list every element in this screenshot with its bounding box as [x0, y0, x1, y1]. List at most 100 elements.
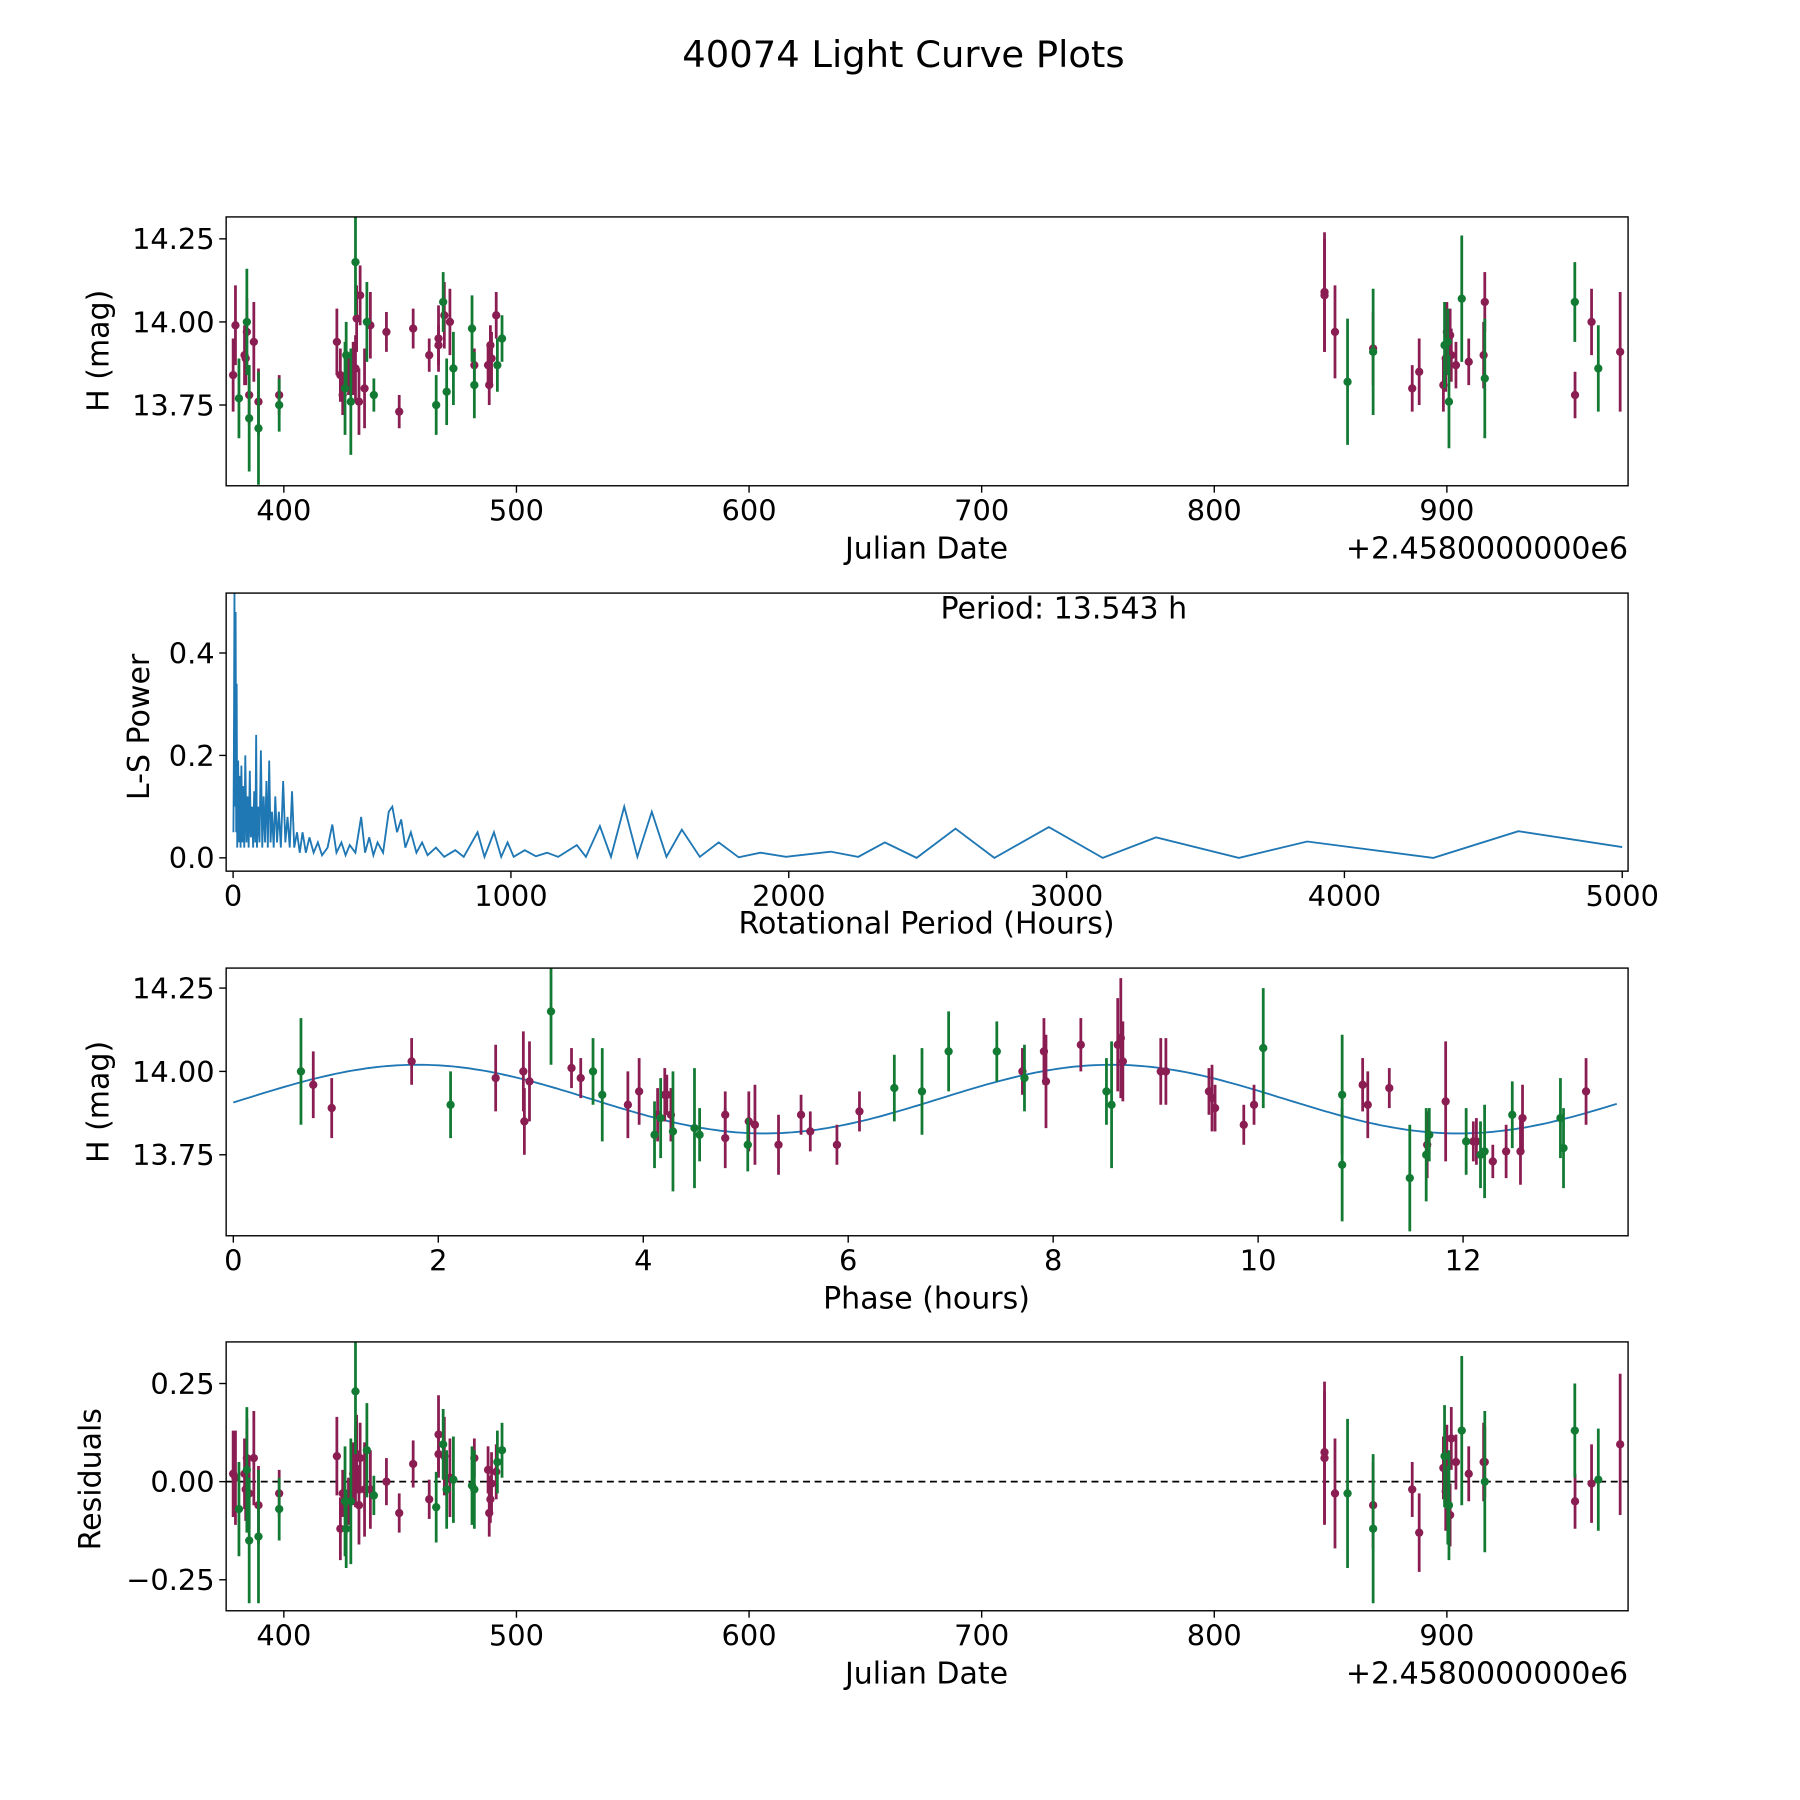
data-point: [1570, 297, 1579, 307]
data-point: [1616, 347, 1625, 356]
data-point: [442, 387, 451, 396]
data-point: [231, 321, 240, 330]
x-tick-label: 4000: [1308, 879, 1381, 913]
data-point: [362, 1446, 372, 1455]
data-point: [992, 1047, 1001, 1056]
data-point: [1480, 1147, 1489, 1156]
x-tick-label: 400: [256, 1618, 311, 1652]
data-point: [806, 1127, 815, 1136]
data-point: [470, 1485, 479, 1494]
data-point: [1363, 1100, 1372, 1109]
model-fit-curve: [233, 1063, 1618, 1135]
x-tick-label: 6: [839, 1243, 857, 1277]
data-point: [351, 364, 360, 373]
axes-frame: [225, 592, 1629, 872]
data-point: [721, 1110, 730, 1119]
data-point: [445, 317, 455, 327]
data-point: [449, 364, 458, 373]
y-axis-label: L-S Power: [122, 653, 157, 800]
data-point: [588, 1067, 598, 1076]
data-point: [1570, 1497, 1580, 1506]
data-point: [407, 1057, 416, 1066]
data-point: [519, 1067, 528, 1076]
data-point: [439, 297, 448, 307]
data-point: [354, 1501, 364, 1510]
data-point: [254, 424, 263, 433]
data-point: [1385, 1083, 1394, 1093]
data-point: [1107, 1100, 1116, 1109]
data-point: [1415, 367, 1424, 376]
data-point: [1480, 374, 1489, 383]
data-point: [1422, 1150, 1431, 1159]
data-point: [439, 1440, 448, 1449]
data-point: [382, 1477, 391, 1486]
data-point: [1480, 1477, 1489, 1486]
x-axis-label: Julian Date: [843, 531, 1008, 566]
data-point: [1518, 1113, 1527, 1123]
data-point: [796, 1110, 806, 1119]
period-annotation: Period: 13.543 h: [940, 591, 1187, 626]
data-point: [352, 314, 361, 323]
data-point: [1207, 1093, 1217, 1103]
x-tick-label: 0: [224, 1243, 242, 1277]
x-offset-label: +2.4580000000e6: [1346, 531, 1628, 566]
data-point: [890, 1083, 899, 1093]
data-point: [1415, 1528, 1424, 1537]
data-point: [520, 1117, 529, 1126]
phased-plot-area: [233, 968, 1618, 1232]
data-point: [249, 1453, 258, 1463]
x-axis-label: Rotational Period (Hours): [738, 906, 1114, 941]
data-point: [1408, 1485, 1417, 1494]
data-point: [917, 1087, 927, 1096]
data-point: [546, 1007, 556, 1016]
data-point: [493, 1457, 502, 1467]
data-point: [1320, 1448, 1329, 1457]
data-point: [1516, 1147, 1525, 1156]
y-tick-label: 13.75: [132, 388, 215, 422]
data-point: [432, 400, 441, 410]
data-point: [1343, 377, 1352, 386]
data-point: [231, 1473, 240, 1482]
data-point: [656, 1113, 665, 1123]
data-point: [1239, 1120, 1248, 1129]
data-point: [432, 1503, 441, 1512]
lightcurve-plot-area: [228, 216, 1625, 485]
data-point: [1358, 1080, 1367, 1089]
y-tick-label: 0.4: [169, 636, 215, 670]
data-point: [1587, 1479, 1596, 1488]
y-tick-label: 14.25: [132, 971, 215, 1005]
data-point: [1041, 1077, 1051, 1086]
data-point: [340, 384, 350, 393]
data-point: [1457, 1426, 1466, 1435]
data-point: [1102, 1087, 1111, 1096]
data-point: [346, 1497, 355, 1506]
data-point: [1204, 1087, 1214, 1096]
x-tick-label: 700: [954, 493, 1009, 527]
data-point: [487, 1479, 496, 1488]
data-point: [1472, 1137, 1481, 1146]
data-point: [483, 1465, 493, 1475]
data-point: [425, 351, 434, 360]
data-point: [1501, 1147, 1511, 1156]
data-point: [1368, 1524, 1378, 1533]
x-tick-label: 600: [722, 493, 777, 527]
data-point: [493, 360, 502, 370]
data-point: [342, 351, 351, 360]
data-point: [1039, 1047, 1049, 1056]
data-point: [409, 1459, 418, 1469]
data-point: [425, 1495, 434, 1504]
x-tick-label: 2000: [752, 879, 825, 913]
data-point: [355, 1453, 365, 1463]
data-point: [650, 1130, 659, 1139]
x-tick-label: 2: [429, 1243, 447, 1277]
data-point: [1556, 1113, 1565, 1123]
data-point: [354, 397, 364, 406]
data-point: [1320, 291, 1329, 300]
x-tick-label: 10: [1240, 1243, 1277, 1277]
data-point: [1259, 1043, 1268, 1053]
data-point: [249, 337, 258, 347]
data-point: [668, 1127, 678, 1136]
data-point: [1020, 1073, 1029, 1083]
x-axis-label: Phase (hours): [823, 1281, 1030, 1316]
